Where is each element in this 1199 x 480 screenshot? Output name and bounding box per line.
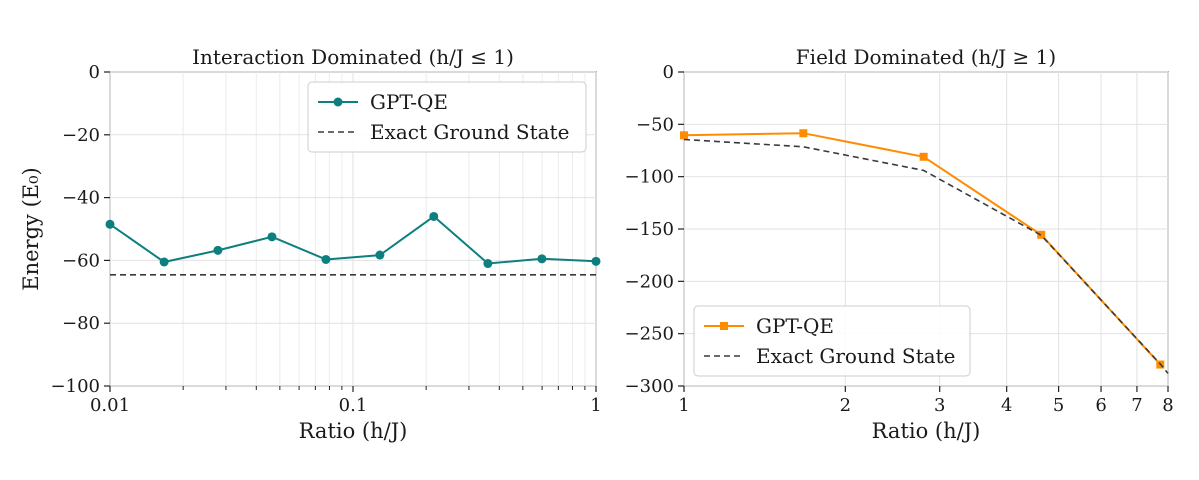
y-tick-label: −60 (62, 250, 100, 271)
data-point (267, 232, 277, 242)
legend-marker (333, 97, 343, 107)
legend-box (307, 81, 587, 153)
y-tick-label: −100 (625, 167, 674, 188)
ticks-left: 0.01 0.1 1 0 −20 −40 −60 −80 −100 (51, 62, 602, 416)
legend-marker (720, 322, 728, 330)
x-tick-label: 1 (590, 395, 601, 416)
x-axis-label-right: Ratio (h/J) (872, 419, 981, 443)
y-tick-label: −150 (625, 219, 674, 240)
y-axis-label-left: Energy (E₀) (19, 167, 43, 290)
ticks-right: 1 2 3 4 5 6 7 8 0 −50 −100 −150 −200 −250 −300 (625, 62, 1174, 416)
data-point (429, 211, 439, 221)
legend-label: GPT-QE (370, 90, 448, 114)
x-tick-label: 7 (1131, 395, 1142, 416)
data-point (591, 256, 601, 266)
y-tick-label: −40 (62, 188, 100, 209)
data-point (537, 254, 547, 264)
legend-box (693, 305, 971, 377)
data-point (213, 245, 223, 255)
y-tick-label: 0 (663, 62, 674, 83)
y-tick-label: −80 (62, 313, 100, 334)
data-point (321, 254, 331, 264)
legend-left: GPT-QE Exact Ground State (307, 81, 587, 153)
x-tick-label: 6 (1095, 395, 1106, 416)
data-point (1037, 230, 1046, 239)
panel-field-dominated: 1 2 3 4 5 6 7 8 0 −50 −100 −150 −200 −250 −300 Field D… (625, 45, 1174, 443)
x-axis-label-left: Ratio (h/J) (299, 419, 408, 443)
data-point (159, 257, 169, 267)
data-point (375, 250, 385, 260)
series-right (680, 129, 1169, 374)
y-tick-label: −250 (625, 324, 674, 345)
x-tick-label: 8 (1162, 395, 1173, 416)
data-point (483, 259, 493, 269)
legend-label: Exact Ground State (370, 120, 569, 144)
y-tick-label: −300 (625, 376, 674, 397)
chart-title-right: Field Dominated (h/J ≥ 1) (796, 45, 1056, 69)
legend-label: Exact Ground State (756, 344, 955, 368)
data-point (105, 219, 115, 229)
panel-interaction-dominated: 0.01 0.1 1 0 −20 −40 −60 −80 −100 Interaction Do… (19, 45, 602, 443)
y-tick-label: −200 (625, 271, 674, 292)
x-tick-label: 0.1 (339, 395, 368, 416)
x-tick-label: 0.01 (90, 395, 130, 416)
x-tick-label: 4 (1001, 395, 1012, 416)
x-tick-label: 1 (678, 395, 689, 416)
series-line-exact-ground-state (683, 138, 1169, 374)
y-tick-label: −100 (51, 376, 100, 397)
data-point (919, 152, 928, 161)
data-point (799, 129, 808, 138)
y-tick-label: −20 (62, 125, 100, 146)
data-point (680, 131, 688, 140)
x-tick-label: 3 (934, 395, 945, 416)
series-left (105, 211, 601, 276)
chart-title-left: Interaction Dominated (h/J ≤ 1) (192, 45, 514, 69)
legend-right: GPT-QE Exact Ground State (693, 305, 971, 377)
x-tick-label: 5 (1053, 395, 1064, 416)
y-tick-label: −50 (636, 114, 674, 135)
x-tick-label: 2 (840, 395, 851, 416)
y-tick-label: 0 (89, 62, 100, 83)
series-line-gpt-qe (109, 215, 597, 265)
legend-label: GPT-QE (756, 314, 834, 338)
